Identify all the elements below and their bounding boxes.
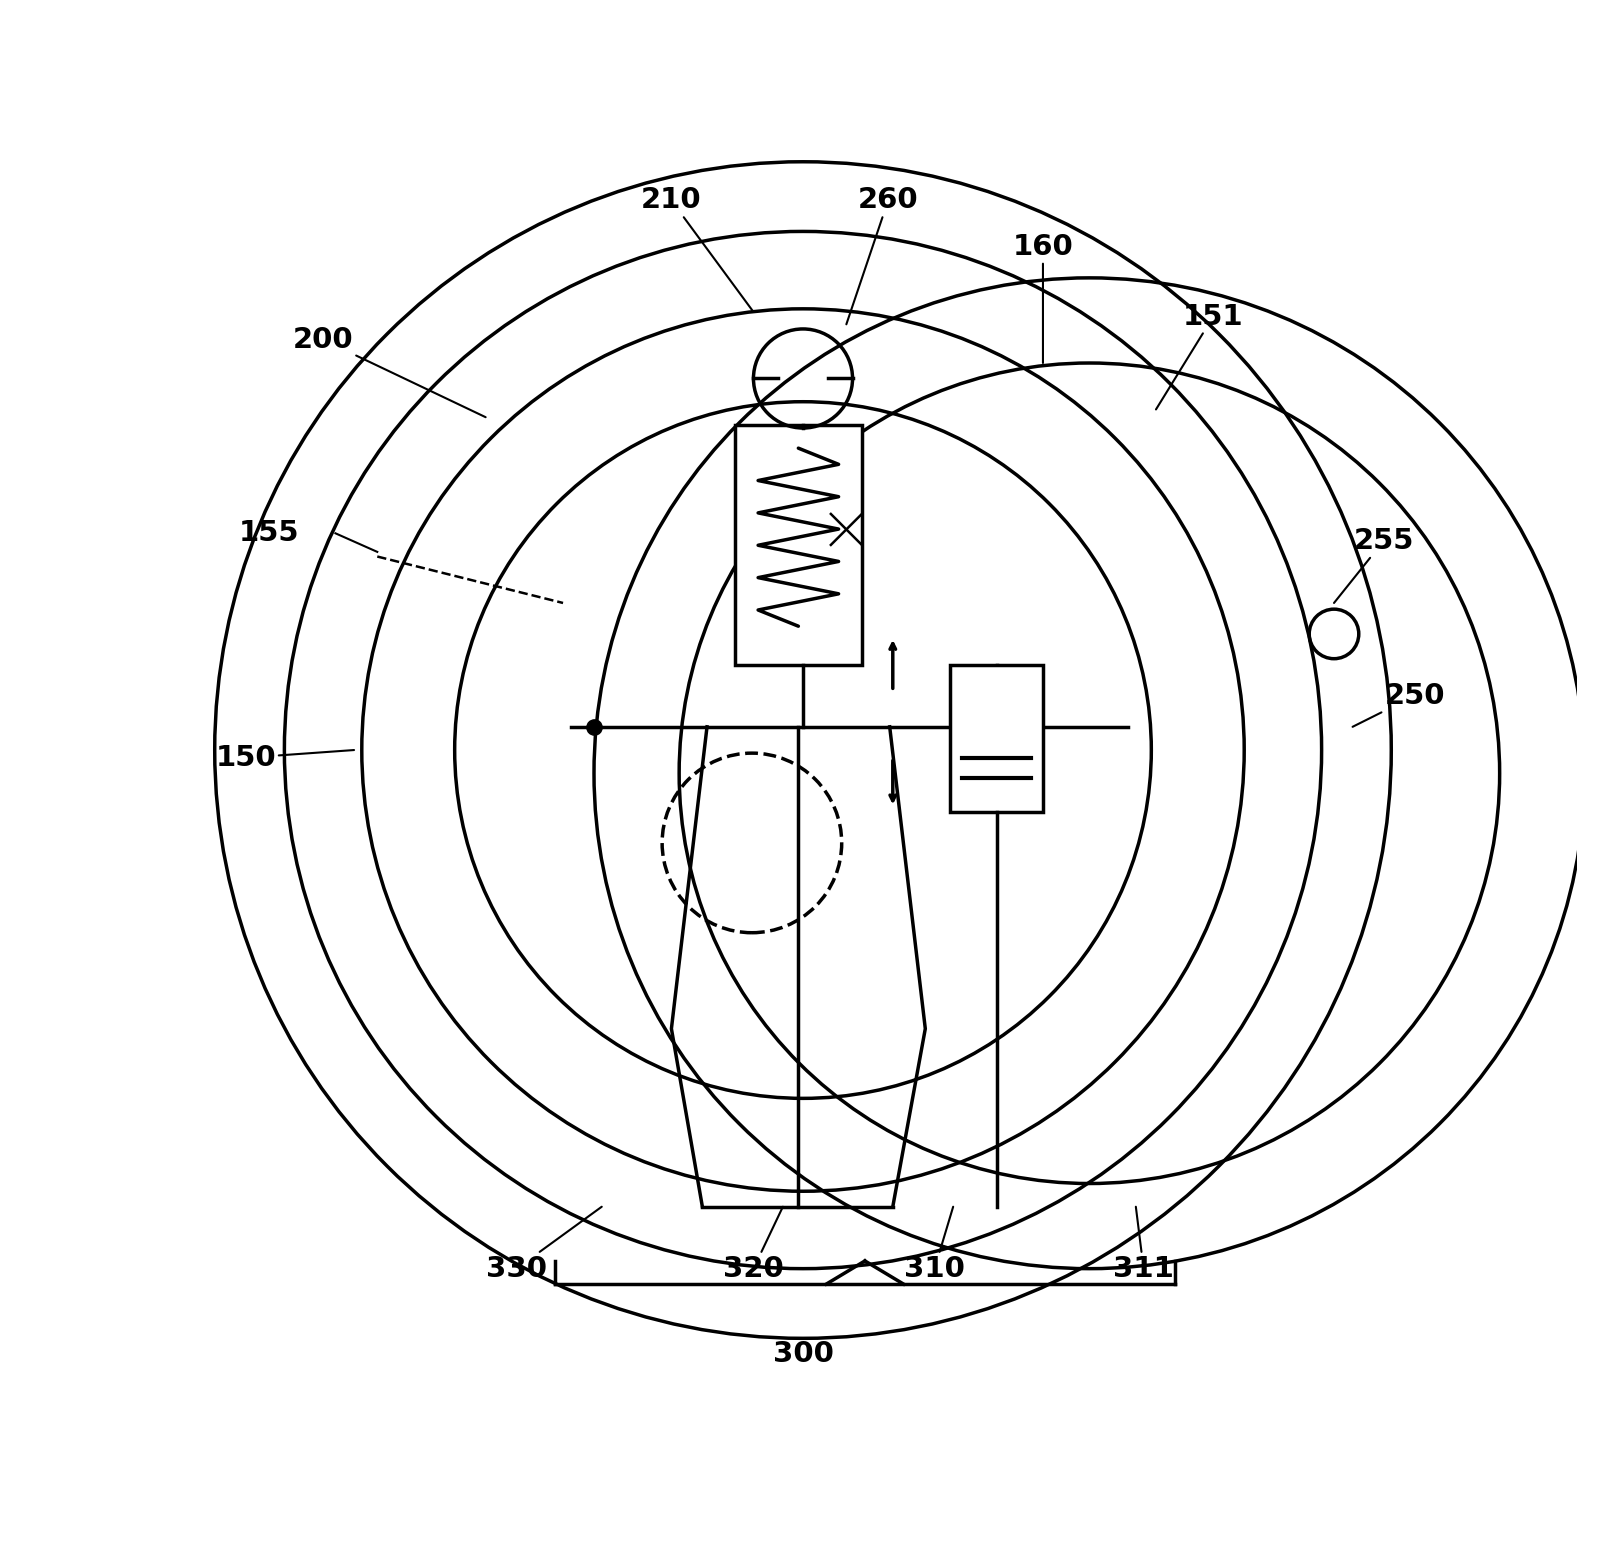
Text: 255: 255 bbox=[1334, 526, 1412, 603]
Bar bbox=[950, 665, 1042, 812]
Text: 260: 260 bbox=[846, 186, 918, 325]
Text: 310: 310 bbox=[904, 1207, 965, 1282]
Text: 300: 300 bbox=[772, 1340, 833, 1368]
Text: 330: 330 bbox=[486, 1207, 602, 1282]
Text: 150: 150 bbox=[215, 744, 353, 772]
Bar bbox=[735, 425, 862, 665]
Text: 200: 200 bbox=[292, 326, 485, 417]
Text: 155: 155 bbox=[239, 519, 299, 547]
Text: 210: 210 bbox=[640, 186, 753, 312]
Text: 320: 320 bbox=[722, 1207, 783, 1282]
Text: 151: 151 bbox=[1156, 303, 1242, 409]
Text: 311: 311 bbox=[1112, 1207, 1173, 1282]
Text: 250: 250 bbox=[1351, 683, 1444, 726]
Text: 160: 160 bbox=[1011, 233, 1072, 362]
